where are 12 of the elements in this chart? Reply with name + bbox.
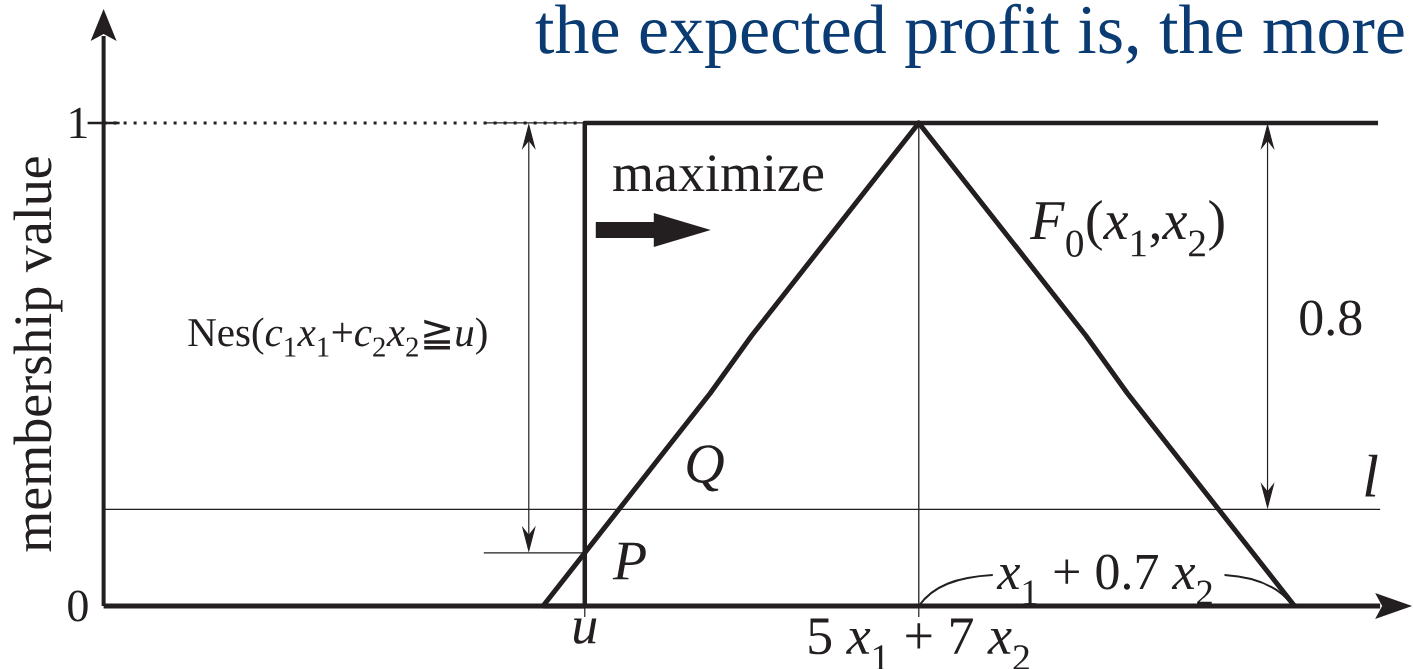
y-tick-label: 1 [70,107,87,139]
ref-line-label: l [1365,454,1378,497]
chart-title: the expected profit is, the more [535,3,1404,68]
annotation: P [612,542,646,580]
y-axis-title: membership value [13,157,63,552]
text: F$_{0}$(x$_{1}$,x$_{2}$) [1029,200,1224,257]
annotation: 0.8 [1300,300,1362,336]
annotation: Q [687,445,724,492]
y-tick-label: 0 [68,590,88,622]
annotation: maximize [613,155,824,192]
text: Nes(c$_{1}$x$_{1}$+c$_{2}$x$_{2}$≧u) [188,317,487,357]
x-tick-label: u [573,618,597,644]
